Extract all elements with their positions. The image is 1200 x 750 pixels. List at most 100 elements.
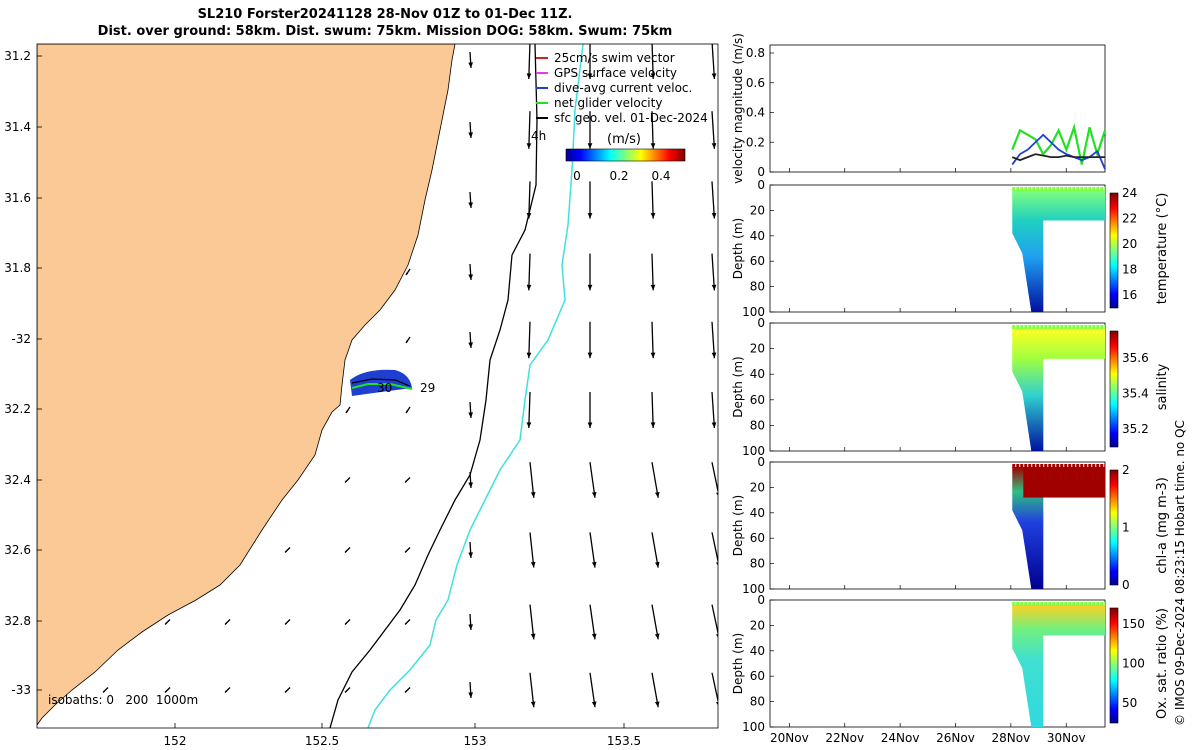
- lon-tick-1: 152.5: [305, 734, 339, 748]
- geo-arrow-30: [528, 391, 531, 429]
- panel-4-cbtick-0: 50: [1122, 696, 1137, 710]
- geo-arrow-17: [528, 253, 531, 291]
- geo-arrowhead-38: [591, 492, 597, 498]
- isobath-1000m: [367, 44, 584, 728]
- time-tick-3: 26Nov: [936, 731, 975, 745]
- panel-0-ytick-3: 0.6: [746, 76, 765, 90]
- panel-2-colorbar: [1109, 330, 1119, 448]
- lat-tick-1: 31.4: [4, 120, 31, 134]
- panel-4-ytick-2: 40: [750, 644, 765, 658]
- geo-arrow-55: [529, 604, 535, 640]
- geo-arrowhead-3: [650, 73, 656, 79]
- panel-0-ytick-4: 0.8: [746, 46, 765, 60]
- legend-extra-4h: 4h: [531, 129, 546, 143]
- speed-cb-tick-1: 0.2: [609, 169, 628, 183]
- title-line-2: Dist. over ground: 58km. Dist. swum: 75k…: [97, 24, 673, 39]
- geo-arrow-25: [651, 321, 654, 359]
- geo-arrowhead-44: [468, 552, 473, 558]
- geo-arrowhead-69: [715, 701, 718, 706]
- lat-tick-7: 32.6: [4, 543, 31, 557]
- panel-2-ytick-2: 40: [750, 367, 765, 381]
- colorbar-title: (m/s): [607, 132, 641, 147]
- panel-3-cbtick-1: 1: [1122, 521, 1130, 535]
- isobaths-label: isobaths: 0 200 1000m: [48, 693, 198, 707]
- panel-1-cbtick-3: 22: [1122, 212, 1137, 226]
- geo-arrow-39: [651, 462, 659, 498]
- panel-3-ytick-1: 20: [750, 480, 765, 494]
- lat-tick-9: -33: [11, 683, 31, 697]
- geo-arrowhead-2: [587, 73, 593, 79]
- geo-arrowhead-35: [405, 480, 408, 483]
- chart-title: SL210 Forster20241128 28-Nov 01Z to 01-D…: [0, 6, 770, 40]
- panel-1-cbtick-4: 24: [1122, 186, 1137, 200]
- geo-arrowhead-45: [530, 561, 536, 568]
- panel-2-ylabel: Depth (m): [731, 356, 745, 417]
- geo-arrow-13: [651, 181, 654, 219]
- panel-4-ytick-3: 60: [750, 669, 765, 683]
- geo-arrowhead-13: [650, 213, 656, 219]
- time-tick-0: 20Nov: [770, 731, 809, 745]
- geo-arrowhead-19: [650, 284, 656, 291]
- panel-3-ylabel: Depth (m): [731, 495, 745, 556]
- panel-2-ytick-0: 0: [757, 316, 765, 330]
- geo-arrowhead-58: [715, 634, 718, 638]
- geo-arrowhead-39: [654, 491, 660, 498]
- geo-arrowhead-30: [526, 422, 532, 428]
- panel-1-heatmap: [1012, 190, 1105, 312]
- geo-arrowhead-16: [468, 274, 473, 280]
- panel-4-ylabel: Depth (m): [731, 633, 745, 694]
- geo-arrow-66: [529, 672, 535, 708]
- velocity-series-2: [1011, 153, 1105, 162]
- geo-arrow-1: [528, 44, 531, 80]
- geo-arrow-67: [589, 672, 596, 708]
- geo-arrow-57: [651, 604, 659, 640]
- panel-3: 0 20 40 60 80 100 Depth (m) 0 1 2 chl-a (mg m-3): [731, 455, 1170, 596]
- map-frame: [36, 43, 719, 729]
- panel-2: 0 20 40 60 80 100 Depth (m) 35.2 35.4 35.6 salinit…: [731, 316, 1170, 458]
- geo-arrowhead-41: [285, 550, 288, 553]
- geo-arrowhead-59: [103, 690, 106, 693]
- geo-arrowhead-65: [468, 692, 473, 698]
- panel-4-cbtick-2: 150: [1122, 617, 1145, 631]
- geo-arrow-32: [651, 391, 654, 429]
- geo-arrowhead-32: [650, 422, 656, 428]
- geo-arrowhead-53: [405, 622, 408, 625]
- time-tick-1: 22Nov: [825, 731, 864, 745]
- geo-arrow-11: [528, 181, 531, 219]
- geo-arrow-48: [711, 532, 718, 565]
- panel-3-ytick-4: 80: [750, 557, 765, 571]
- track-label-30: 30: [377, 381, 392, 395]
- panel-4-ytick-0: 0: [757, 593, 765, 607]
- panel-2-ytick-3: 60: [750, 393, 765, 407]
- panel-2-ytick-1: 20: [750, 342, 765, 356]
- geo-arrow-4: [711, 44, 716, 80]
- lat-tick-5: 32.2: [4, 402, 31, 416]
- geo-arrowhead-55: [530, 633, 536, 640]
- geo-arrow-3: [651, 44, 654, 80]
- geo-arrowhead-50: [225, 622, 228, 625]
- geo-arrowhead-64: [405, 690, 408, 693]
- geo-arrowhead-21: [406, 340, 409, 343]
- lat-tick-6: 32.4: [4, 473, 31, 487]
- geo-arrow-47: [651, 532, 659, 568]
- panel-1-ytick-5: 100: [742, 305, 765, 319]
- panel-3-cblabel: chl-a (mg m-3): [1155, 477, 1170, 574]
- geo-arrowhead-17: [526, 284, 532, 291]
- panel-3-ytick-0: 0: [757, 455, 765, 469]
- legend-label-1: GPS surface velocity: [554, 66, 677, 80]
- glider-track: [350, 369, 413, 396]
- geo-arrow-33: [711, 391, 716, 429]
- geo-arrowhead-27: [346, 410, 349, 413]
- lat-tick-8: 32.8: [4, 614, 31, 628]
- panel-4-ytick-1: 20: [750, 618, 765, 632]
- map-panel: 30 29 isobaths: 0 200 1000m 31.2 31.4 31.6…: [4, 43, 719, 748]
- track-swath: [350, 369, 412, 396]
- track-geo-velocity: [351, 378, 411, 387]
- geo-arrow-23: [528, 321, 531, 359]
- panel-1: 0 20 40 60 80 100 Depth (m) 16 18 20 22 24 temperatu…: [731, 178, 1170, 319]
- geo-arrowhead-56: [591, 633, 597, 640]
- panel-4-cbtick-1: 100: [1122, 657, 1145, 671]
